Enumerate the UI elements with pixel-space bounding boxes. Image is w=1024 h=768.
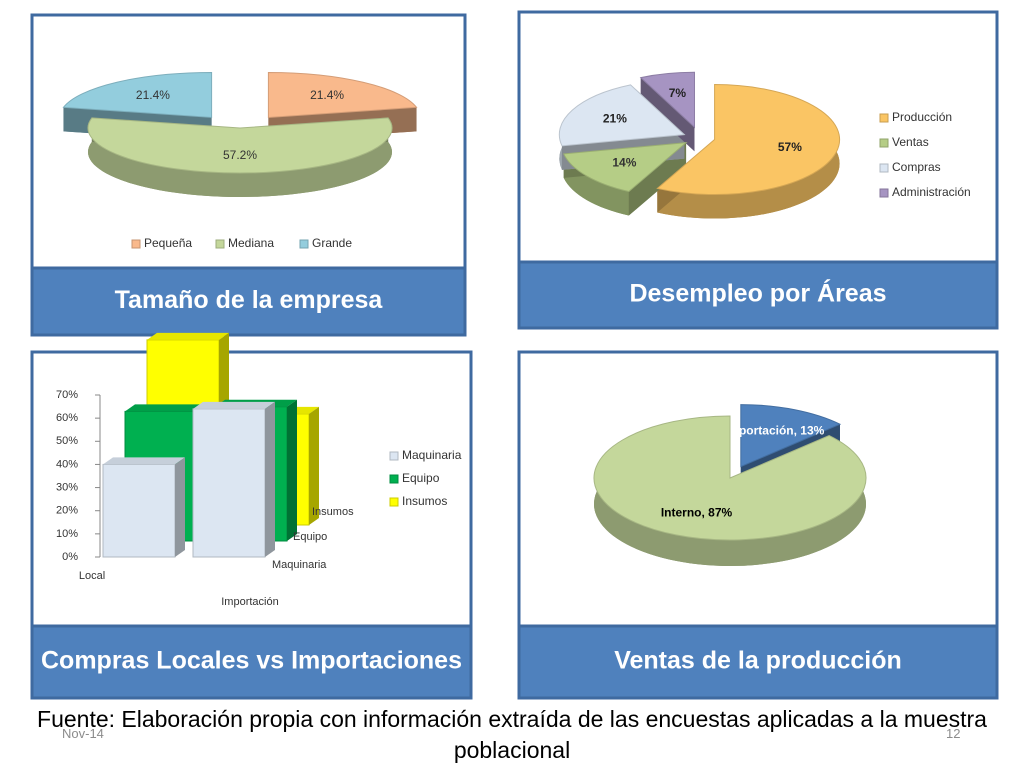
value-label: 57.2% (223, 148, 257, 162)
title-band (30, 266, 467, 337)
slice (87, 117, 393, 174)
value-label: 21.4% (310, 88, 344, 102)
legend-swatch (299, 239, 309, 249)
bar-top (103, 457, 185, 465)
legend-swatch (389, 497, 399, 507)
slice (656, 84, 841, 196)
y-tick-label: 70% (56, 389, 78, 401)
legend-swatch (389, 474, 399, 484)
date: Nov-14 (62, 726, 104, 741)
y-tick-label: 10% (56, 528, 78, 540)
y-tick-label: 40% (56, 458, 78, 470)
legend-label: Compras (892, 160, 941, 174)
bar-side (175, 457, 185, 557)
bar (102, 463, 176, 558)
slice (267, 71, 418, 118)
value-label: 57% (778, 140, 802, 154)
legend-swatch (879, 163, 889, 173)
y-tick-label: 30% (56, 481, 78, 493)
y-tick-label: 0% (62, 551, 78, 563)
value-label: Interno, 87% (661, 505, 733, 519)
legend-swatch (131, 239, 141, 249)
chart-title: Desempleo por Áreas (629, 279, 886, 308)
y-tick-label: 20% (56, 505, 78, 517)
slice (62, 71, 213, 118)
page-number: 12 (946, 726, 961, 741)
bar-top (147, 332, 229, 340)
legend-label: Producción (892, 110, 952, 124)
slice (639, 71, 695, 129)
legend-label: Maquinaria (402, 448, 462, 462)
title-band (517, 260, 999, 330)
source-note: Fuente: Elaboración propia con informaci… (37, 706, 987, 763)
legend-label: Mediana (228, 236, 274, 250)
depth-label: Maquinaria (272, 559, 327, 571)
legend-swatch (389, 451, 399, 461)
value-label: 21.4% (136, 88, 170, 102)
legend-swatch (215, 239, 225, 249)
value-label: Exportación, 13% (724, 424, 824, 438)
y-tick-label: 60% (56, 412, 78, 424)
title-band (517, 624, 999, 700)
bar-side (309, 406, 319, 525)
x-tick-label: Importación (221, 596, 278, 608)
legend-label: Administración (892, 185, 971, 199)
legend-swatch (879, 113, 889, 123)
slice (558, 84, 686, 147)
title-band (30, 624, 473, 700)
bar (192, 408, 266, 558)
legend-label: Pequeña (144, 236, 192, 250)
value-label: 14% (612, 155, 636, 169)
chart-title: Compras Locales vs Importaciones (41, 647, 462, 675)
bar-side (287, 399, 297, 541)
value-label: 21% (603, 112, 627, 126)
legend-label: Equipo (402, 471, 440, 485)
slice (593, 415, 867, 541)
slice (740, 404, 842, 468)
value-label: 7% (669, 86, 687, 100)
bar-top (193, 401, 275, 409)
bar-top (125, 404, 207, 412)
x-tick-label: Local (79, 570, 105, 582)
chart-title: Ventas de la producción (614, 647, 902, 675)
legend-label: Grande (312, 236, 352, 250)
legend-swatch (879, 188, 889, 198)
depth-label: Insumos (312, 506, 354, 518)
slice (562, 142, 688, 193)
chart-title: Tamaño de la empresa (115, 286, 384, 314)
slice-edge (563, 153, 629, 216)
slice-edge (87, 117, 392, 198)
legend-label: Insumos (402, 494, 447, 508)
y-tick-label: 50% (56, 435, 78, 447)
legend-label: Ventas (892, 135, 929, 149)
legend-swatch (879, 138, 889, 148)
bar-side (265, 401, 275, 557)
depth-label: Equipo (293, 531, 327, 543)
